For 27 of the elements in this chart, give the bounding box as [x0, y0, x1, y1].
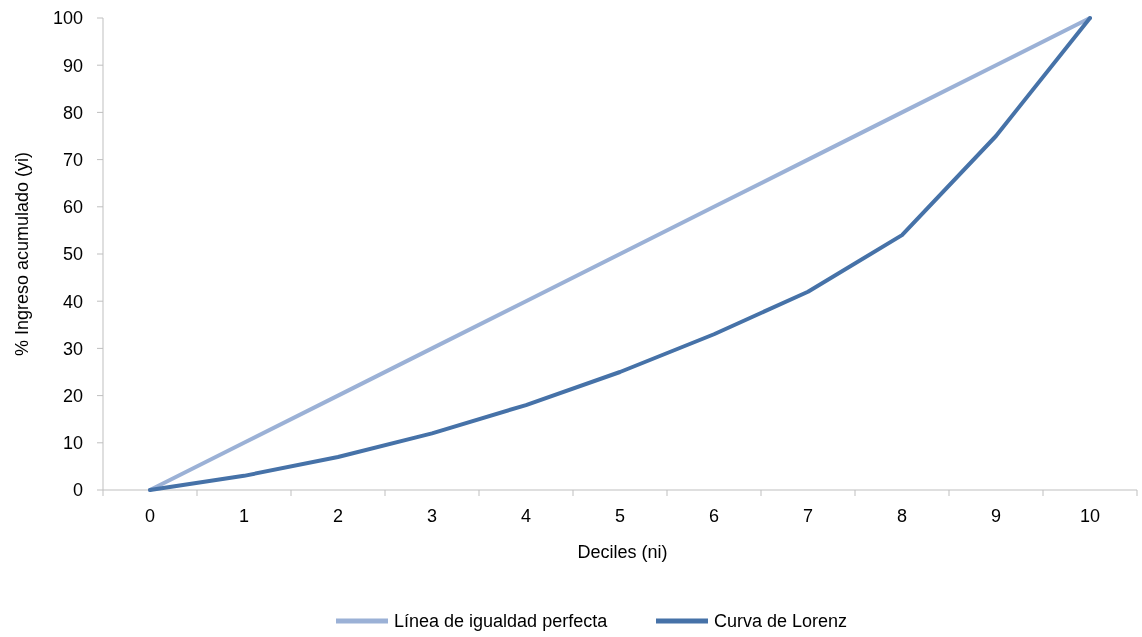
- x-tick-label: 4: [520, 506, 532, 526]
- x-tick-label: 6: [708, 506, 720, 526]
- y-tick-label: 60: [62, 197, 83, 218]
- y-tick-label: 0: [72, 480, 83, 501]
- y-tick-label: 80: [62, 102, 83, 123]
- y-tick-label: 20: [62, 385, 83, 406]
- legend-label: Curva de Lorenz: [714, 611, 848, 632]
- y-tick-label: 70: [62, 149, 83, 170]
- x-tick-label: 5: [614, 506, 626, 526]
- x-tick-label: 9: [990, 506, 1002, 526]
- y-axis-title: % Ingreso acumulado (yi): [12, 151, 32, 357]
- x-tick-label: 0: [144, 506, 156, 526]
- x-axis-title: Deciles (ni): [577, 542, 668, 562]
- y-tick-label: 50: [62, 244, 83, 265]
- x-tick-label: 3: [426, 506, 438, 526]
- y-tick-label: 90: [62, 55, 83, 76]
- x-tick-label: 1: [238, 506, 250, 526]
- x-tick-label: 7: [802, 506, 814, 526]
- y-tick-label: 10: [62, 433, 83, 454]
- y-tick-label: 30: [62, 338, 83, 359]
- legend-label: Línea de igualdad perfecta: [394, 611, 609, 632]
- x-tick-label: 2: [332, 506, 344, 526]
- x-tick-label: 8: [896, 506, 908, 526]
- line-series: [148, 16, 1092, 492]
- y-tick-label: 100: [52, 8, 83, 29]
- y-tick-label: 40: [62, 291, 83, 312]
- x-tick-label: 10: [1079, 506, 1101, 526]
